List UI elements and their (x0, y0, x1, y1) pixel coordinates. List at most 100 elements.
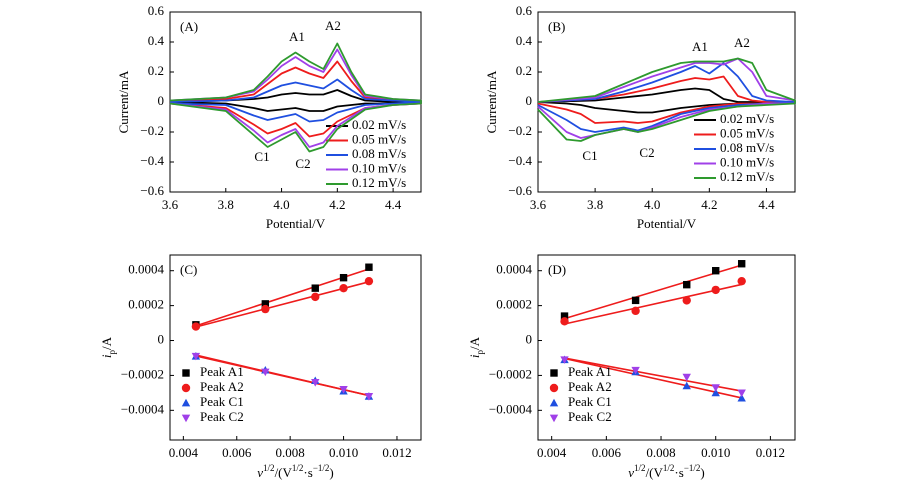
x-tick-label: 4.4 (758, 197, 775, 212)
peak-annotation: A1 (289, 29, 305, 44)
x-tick-label: 0.004 (537, 445, 567, 460)
x-axis-label-part: ·s (674, 465, 683, 480)
x-tick-label: 4.0 (644, 197, 660, 212)
data-point (560, 317, 569, 326)
cv-curve (169, 78, 422, 123)
y-tick-label: −0.2 (508, 123, 532, 138)
y-tick-label: −0.0004 (489, 401, 533, 416)
data-point (311, 379, 320, 387)
legend-marker (181, 398, 191, 407)
x-tick-label: 4.0 (273, 197, 289, 212)
legend-label: 0.10 mV/s (720, 154, 774, 169)
data-point (682, 296, 691, 305)
y-tick-label: −0.0004 (121, 401, 165, 416)
fit-line (564, 357, 742, 399)
data-point (712, 267, 720, 275)
peak-annotation: C2 (639, 145, 654, 160)
x-tick-label: 3.8 (587, 197, 603, 212)
x-tick-label: 3.6 (530, 197, 547, 212)
data-point (261, 304, 270, 314)
data-point (339, 283, 348, 293)
legend-label: 0.08 mV/s (352, 146, 406, 161)
data-point (682, 373, 691, 382)
x-axis-label-part: ·s (303, 465, 312, 480)
y-axis-label-part: p (107, 349, 117, 354)
peak-annotation: A2 (325, 18, 341, 33)
x-axis-label-part: /(V (275, 465, 293, 480)
legend-label: Peak A1 (200, 364, 244, 379)
data-point (711, 388, 720, 397)
legend-label: Peak A2 (200, 379, 244, 394)
data-point (311, 292, 320, 302)
data-point (682, 381, 691, 390)
axes-frame (537, 254, 796, 441)
legend-label: 0.05 mV/s (720, 125, 774, 140)
y-tick-label: 0.6 (516, 3, 533, 18)
y-axis-label-part: i (467, 354, 482, 358)
panel-label: (A) (180, 19, 198, 34)
x-tick-label: 4.2 (329, 197, 345, 212)
data-point (191, 352, 201, 361)
panel-label: (B) (548, 19, 565, 34)
legend-label: Peak C1 (200, 394, 244, 409)
legend-label: 0.12 mV/s (352, 175, 406, 190)
legend-label: 0.10 mV/s (352, 160, 406, 175)
x-axis-label: v1/2/(V1/2·s−1/2) (257, 463, 333, 480)
x-axis-label: Potential/V (266, 216, 326, 231)
data-point (261, 368, 270, 377)
x-tick-label: 0.008 (276, 445, 305, 460)
y-tick-label: 0.2 (148, 63, 164, 78)
x-axis-label: Potential/V (637, 216, 697, 231)
x-tick-label: 4.4 (385, 197, 402, 212)
y-tick-label: 0.0004 (128, 262, 164, 277)
y-tick-label: 0 (526, 332, 533, 347)
x-tick-label: 4.2 (701, 197, 717, 212)
y-axis-label-part: p (475, 349, 485, 354)
x-axis-label-part: ) (329, 465, 333, 480)
data-point (711, 285, 720, 295)
y-axis-label-part: /A (467, 336, 482, 350)
y-axis-label-part: i (99, 354, 114, 358)
legend-marker (549, 414, 559, 423)
y-tick-label: 0 (158, 93, 165, 108)
x-axis-label-part: −1/2 (313, 463, 330, 473)
legend-label: 0.02 mV/s (352, 117, 406, 132)
x-tick-label: 0.006 (592, 445, 622, 460)
data-point (364, 393, 374, 401)
legend-label: 0.12 mV/s (720, 169, 774, 184)
panel-label: (D) (548, 262, 566, 277)
data-point (737, 260, 746, 268)
data-point (737, 393, 746, 402)
data-point (683, 280, 691, 289)
legend-label: Peak C1 (568, 394, 612, 409)
legend-label: 0.02 mV/s (720, 111, 774, 126)
data-point (631, 366, 640, 375)
x-tick-label: 0.010 (329, 445, 358, 460)
x-tick-label: 0.008 (646, 445, 675, 460)
panel-label: (C) (180, 262, 197, 277)
data-point (737, 389, 746, 398)
legend-marker (549, 398, 559, 407)
axes-frame (169, 254, 422, 441)
x-axis-label-part: /(V (646, 465, 664, 480)
x-tick-label: 0.006 (222, 445, 252, 460)
legend-marker (549, 383, 559, 393)
data-point (711, 384, 720, 392)
legend-label: Peak C2 (568, 409, 612, 424)
y-tick-label: −0.0002 (121, 366, 164, 381)
x-axis-label-part: 1/2 (263, 463, 275, 473)
y-tick-label: −0.2 (140, 123, 164, 138)
x-tick-label: 0.012 (382, 445, 411, 460)
legend-marker (550, 369, 558, 377)
legend-marker (182, 369, 190, 377)
data-point (631, 306, 640, 316)
data-point (339, 386, 348, 394)
x-axis-label-part: 1/2 (663, 463, 675, 473)
data-point (560, 312, 569, 320)
x-axis-label-part: v (257, 465, 263, 480)
data-point (261, 300, 270, 308)
x-axis-label-part: v (628, 465, 634, 480)
y-tick-label: −0.4 (508, 153, 532, 168)
legend-label: Peak A2 (568, 379, 612, 394)
